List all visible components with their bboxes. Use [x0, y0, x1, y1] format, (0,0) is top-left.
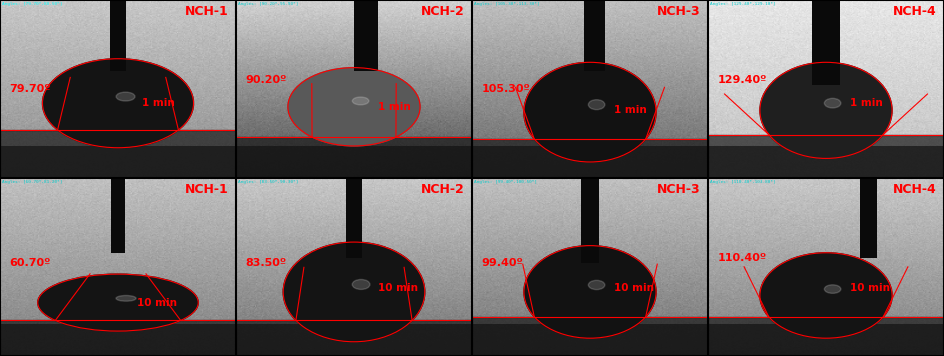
- Text: Angles: [83.50º,90.30º]: Angles: [83.50º,90.30º]: [238, 180, 298, 184]
- Bar: [581, 178, 599, 263]
- Text: NCH-4: NCH-4: [893, 5, 936, 19]
- Bar: [354, 0, 378, 71]
- Ellipse shape: [116, 295, 136, 301]
- Text: 1 min: 1 min: [614, 105, 647, 115]
- Text: 1 min: 1 min: [142, 98, 175, 108]
- Ellipse shape: [524, 62, 656, 162]
- Ellipse shape: [760, 62, 892, 158]
- Text: Angles: [129.40º,129.10º]: Angles: [129.40º,129.10º]: [711, 2, 776, 6]
- Text: NCH-3: NCH-3: [657, 5, 700, 19]
- Text: 83.50º: 83.50º: [245, 258, 287, 268]
- Bar: [860, 178, 877, 258]
- Text: Angles: [79.70º,80.50º]: Angles: [79.70º,80.50º]: [2, 2, 62, 6]
- Text: 10 min: 10 min: [614, 283, 653, 293]
- Ellipse shape: [116, 92, 135, 101]
- Bar: [472, 317, 708, 356]
- Text: 10 min: 10 min: [850, 283, 889, 293]
- Ellipse shape: [288, 68, 420, 146]
- Bar: [708, 317, 944, 356]
- Ellipse shape: [824, 98, 841, 108]
- Text: 110.40º: 110.40º: [717, 253, 767, 263]
- Text: NCH-1: NCH-1: [185, 183, 228, 197]
- Ellipse shape: [283, 242, 425, 342]
- Ellipse shape: [524, 246, 656, 338]
- Bar: [110, 0, 126, 71]
- Text: 60.70º: 60.70º: [9, 258, 51, 268]
- Text: Angles: [110.40º,103.80º]: Angles: [110.40º,103.80º]: [711, 180, 776, 184]
- Text: 79.70º: 79.70º: [9, 84, 51, 94]
- Ellipse shape: [38, 274, 198, 331]
- Text: Angles: [99.40º,100.50º]: Angles: [99.40º,100.50º]: [475, 180, 537, 184]
- Ellipse shape: [588, 281, 605, 290]
- Text: 10 min: 10 min: [137, 298, 177, 308]
- Text: 129.40º: 129.40º: [717, 75, 767, 85]
- Text: 90.20º: 90.20º: [245, 75, 287, 85]
- Text: NCH-1: NCH-1: [185, 5, 228, 19]
- Bar: [0, 320, 236, 356]
- Text: 10 min: 10 min: [378, 283, 417, 293]
- Text: 105.30º: 105.30º: [481, 84, 531, 94]
- Text: NCH-4: NCH-4: [893, 183, 936, 197]
- Bar: [236, 137, 472, 178]
- Text: Angles: [60.70º,81.20º]: Angles: [60.70º,81.20º]: [2, 180, 62, 184]
- Bar: [708, 135, 944, 178]
- Bar: [110, 178, 125, 253]
- Text: Angles: [105.30º,113.30º]: Angles: [105.30º,113.30º]: [475, 2, 540, 6]
- Ellipse shape: [42, 59, 194, 148]
- Ellipse shape: [352, 97, 369, 105]
- Text: 99.40º: 99.40º: [481, 258, 523, 268]
- Ellipse shape: [824, 285, 841, 293]
- Bar: [812, 0, 840, 85]
- Text: Angles: [90.20º,95.90º]: Angles: [90.20º,95.90º]: [238, 2, 298, 6]
- Bar: [584, 0, 605, 71]
- Bar: [472, 139, 708, 178]
- Bar: [0, 130, 236, 178]
- Ellipse shape: [760, 253, 892, 338]
- Text: NCH-2: NCH-2: [421, 183, 464, 197]
- Bar: [346, 178, 362, 258]
- Ellipse shape: [588, 100, 605, 110]
- Text: NCH-3: NCH-3: [657, 183, 700, 197]
- Ellipse shape: [352, 279, 370, 289]
- Text: 1 min: 1 min: [378, 102, 411, 112]
- Text: 1 min: 1 min: [850, 98, 883, 108]
- Text: NCH-2: NCH-2: [421, 5, 464, 19]
- Bar: [236, 320, 472, 356]
